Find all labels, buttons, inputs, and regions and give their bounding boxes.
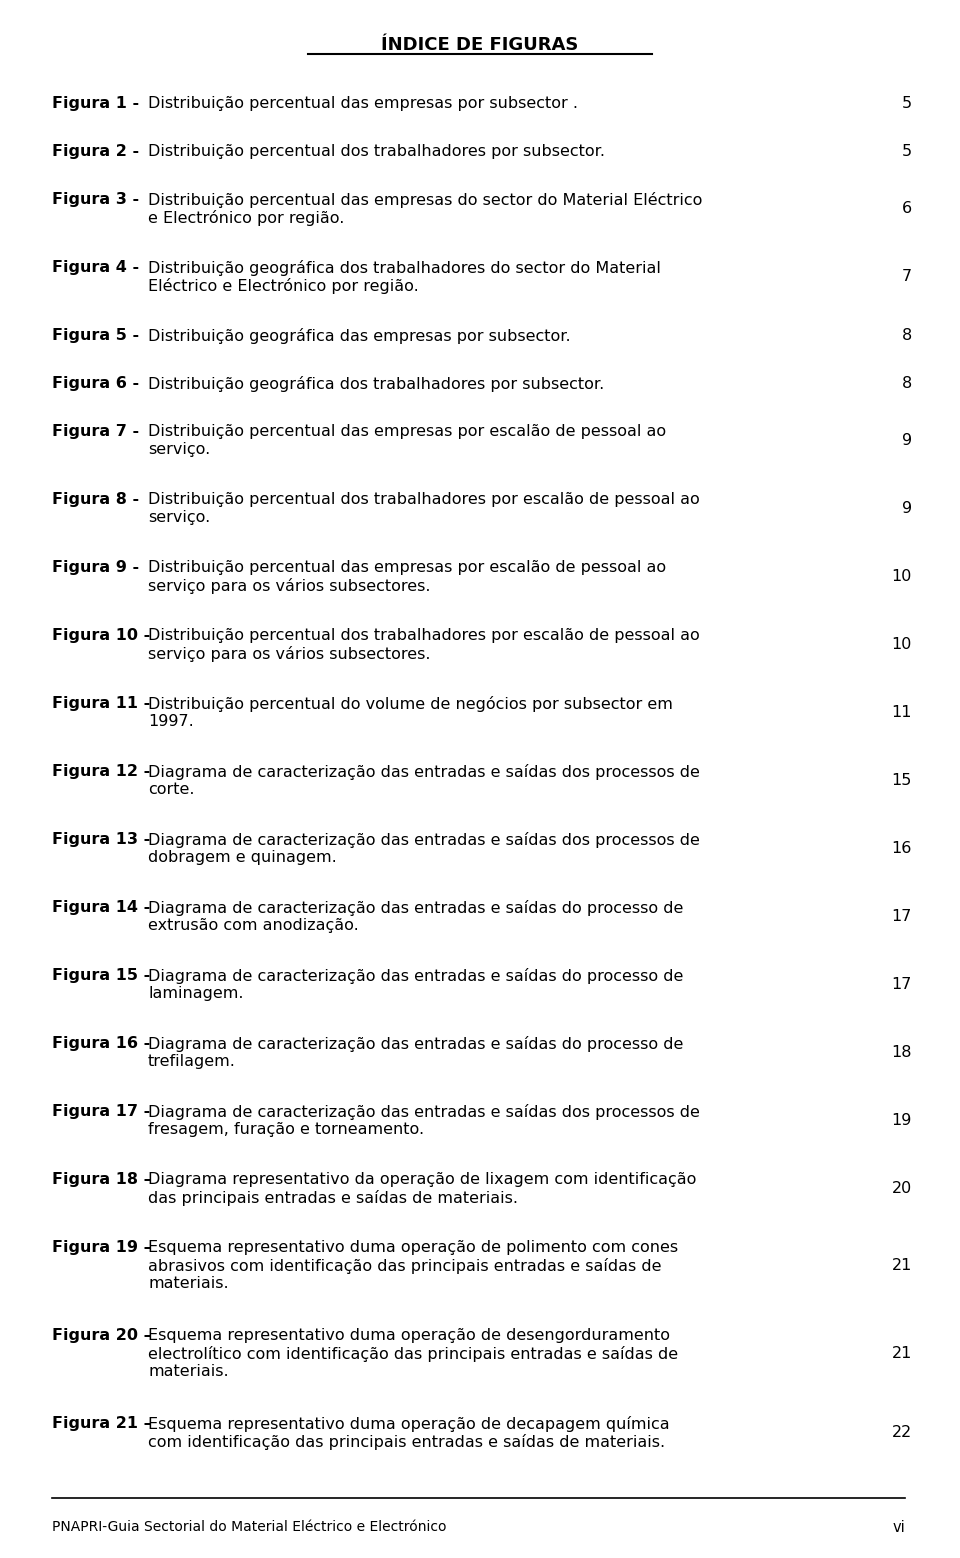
Text: Eléctrico e Electrónico por região.: Eléctrico e Electrónico por região.: [148, 277, 419, 294]
Text: dobragem e quinagem.: dobragem e quinagem.: [148, 851, 337, 865]
Text: laminagem.: laminagem.: [148, 986, 244, 1000]
Text: 11: 11: [892, 706, 912, 720]
Text: 20: 20: [892, 1181, 912, 1197]
Text: Distribuição percentual das empresas por escalão de pessoal ao: Distribuição percentual das empresas por…: [148, 424, 666, 439]
Text: Figura 12 -: Figura 12 -: [52, 763, 151, 779]
Text: Distribuição percentual das empresas por subsector .: Distribuição percentual das empresas por…: [148, 97, 578, 111]
Text: com identificação das principais entradas e saídas de materiais.: com identificação das principais entrada…: [148, 1433, 665, 1450]
Text: 1997.: 1997.: [148, 714, 194, 729]
Text: Distribuição percentual dos trabalhadores por subsector.: Distribuição percentual dos trabalhadore…: [148, 143, 605, 159]
Text: 8: 8: [901, 329, 912, 343]
Text: Figura 15 -: Figura 15 -: [52, 968, 151, 983]
Text: 5: 5: [901, 143, 912, 159]
Text: Distribuição percentual das empresas por escalão de pessoal ao: Distribuição percentual das empresas por…: [148, 559, 666, 575]
Text: 18: 18: [892, 1045, 912, 1059]
Text: Diagrama de caracterização das entradas e saídas do processo de: Diagrama de caracterização das entradas …: [148, 968, 684, 985]
Text: Figura 16 -: Figura 16 -: [52, 1036, 151, 1052]
Text: 9: 9: [901, 502, 912, 516]
Text: Diagrama representativo da operação de lixagem com identificação: Diagrama representativo da operação de l…: [148, 1172, 696, 1187]
Text: materiais.: materiais.: [148, 1276, 228, 1292]
Text: materiais.: materiais.: [148, 1363, 228, 1379]
Text: Figura 2 -: Figura 2 -: [52, 143, 139, 159]
Text: 10: 10: [892, 637, 912, 651]
Text: serviço.: serviço.: [148, 509, 210, 525]
Text: Diagrama de caracterização das entradas e saídas dos processos de: Diagrama de caracterização das entradas …: [148, 1105, 700, 1120]
Text: Distribuição percentual dos trabalhadores por escalão de pessoal ao: Distribuição percentual dos trabalhadore…: [148, 492, 700, 506]
Text: Figura 19 –: Figura 19 –: [52, 1240, 152, 1256]
Text: extrusão com anodização.: extrusão com anodização.: [148, 918, 359, 933]
Text: 6: 6: [901, 201, 912, 217]
Text: 10: 10: [892, 569, 912, 584]
Text: 21: 21: [892, 1257, 912, 1273]
Text: 9: 9: [901, 433, 912, 449]
Text: vi: vi: [892, 1521, 905, 1535]
Text: 17: 17: [892, 908, 912, 924]
Text: 16: 16: [892, 841, 912, 855]
Text: Figura 3 -: Figura 3 -: [52, 192, 139, 207]
Text: 17: 17: [892, 977, 912, 992]
Text: 22: 22: [892, 1426, 912, 1440]
Text: PNAPRI-Guia Sectorial do Material Eléctrico e Electrónico: PNAPRI-Guia Sectorial do Material Eléctr…: [52, 1521, 446, 1535]
Text: Figura 17 -: Figura 17 -: [52, 1105, 151, 1119]
Text: Diagrama de caracterização das entradas e saídas dos processos de: Diagrama de caracterização das entradas …: [148, 832, 700, 848]
Text: abrasivos com identificação das principais entradas e saídas de: abrasivos com identificação das principa…: [148, 1257, 661, 1274]
Text: 15: 15: [892, 773, 912, 788]
Text: Diagrama de caracterização das entradas e saídas do processo de: Diagrama de caracterização das entradas …: [148, 901, 684, 916]
Text: Figura 9 -: Figura 9 -: [52, 559, 139, 575]
Text: Diagrama de caracterização das entradas e saídas dos processos de: Diagrama de caracterização das entradas …: [148, 763, 700, 781]
Text: Figura 6 -: Figura 6 -: [52, 375, 139, 391]
Text: Figura 8 -: Figura 8 -: [52, 492, 139, 506]
Text: Distribuição geográfica dos trabalhadores por subsector.: Distribuição geográfica dos trabalhadore…: [148, 375, 604, 393]
Text: corte.: corte.: [148, 782, 195, 798]
Text: serviço para os vários subsectores.: serviço para os vários subsectores.: [148, 578, 430, 594]
Text: Figura 7 -: Figura 7 -: [52, 424, 139, 439]
Text: das principais entradas e saídas de materiais.: das principais entradas e saídas de mate…: [148, 1190, 518, 1206]
Text: Distribuição percentual dos trabalhadores por escalão de pessoal ao: Distribuição percentual dos trabalhadore…: [148, 628, 700, 643]
Text: 7: 7: [901, 270, 912, 284]
Text: e Electrónico por região.: e Electrónico por região.: [148, 210, 345, 226]
Text: Esquema representativo duma operação de decapagem química: Esquema representativo duma operação de …: [148, 1416, 670, 1432]
Text: Figura 20 –: Figura 20 –: [52, 1327, 152, 1343]
Text: Figura 1 -: Figura 1 -: [52, 97, 139, 111]
Text: Distribuição percentual do volume de negócios por subsector em: Distribuição percentual do volume de neg…: [148, 696, 673, 712]
Text: Figura 21 –: Figura 21 –: [52, 1416, 152, 1430]
Text: Figura 5 -: Figura 5 -: [52, 329, 139, 343]
Text: Esquema representativo duma operação de polimento com cones: Esquema representativo duma operação de …: [148, 1240, 678, 1256]
Text: Figura 18 –: Figura 18 –: [52, 1172, 152, 1187]
Text: serviço para os vários subsectores.: serviço para os vários subsectores.: [148, 647, 430, 662]
Text: 19: 19: [892, 1112, 912, 1128]
Text: trefilagem.: trefilagem.: [148, 1055, 236, 1069]
Text: Distribuição geográfica das empresas por subsector.: Distribuição geográfica das empresas por…: [148, 329, 570, 344]
Text: Diagrama de caracterização das entradas e saídas do processo de: Diagrama de caracterização das entradas …: [148, 1036, 684, 1052]
Text: fresagem, furação e torneamento.: fresagem, furação e torneamento.: [148, 1122, 424, 1137]
Text: 5: 5: [901, 97, 912, 111]
Text: Figura 14 -: Figura 14 -: [52, 901, 151, 915]
Text: electrolítico com identificação das principais entradas e saídas de: electrolítico com identificação das prin…: [148, 1346, 678, 1362]
Text: Distribuição percentual das empresas do sector do Material Eléctrico: Distribuição percentual das empresas do …: [148, 192, 703, 209]
Text: serviço.: serviço.: [148, 442, 210, 456]
Text: 8: 8: [901, 375, 912, 391]
Text: Figura 4 -: Figura 4 -: [52, 260, 139, 276]
Text: Esquema representativo duma operação de desengorduramento: Esquema representativo duma operação de …: [148, 1327, 670, 1343]
Text: Figura 13 -: Figura 13 -: [52, 832, 151, 848]
Text: Figura 10 -: Figura 10 -: [52, 628, 151, 643]
Text: Distribuição geográfica dos trabalhadores do sector do Material: Distribuição geográfica dos trabalhadore…: [148, 260, 660, 276]
Text: 21: 21: [892, 1346, 912, 1362]
Text: ÍNDICE DE FIGURAS: ÍNDICE DE FIGURAS: [381, 36, 579, 55]
Text: Figura 11 -: Figura 11 -: [52, 696, 151, 710]
